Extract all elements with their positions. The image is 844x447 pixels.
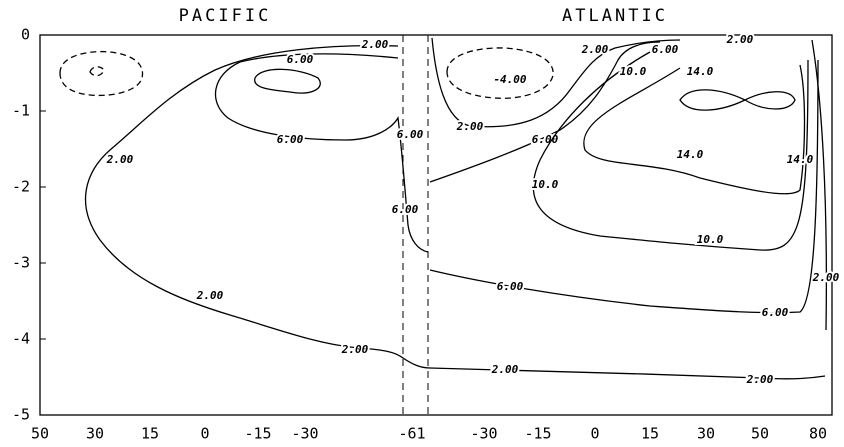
- contour-line: [254, 68, 321, 94]
- x-tick-label: 30: [86, 425, 104, 443]
- contour-line: [679, 89, 796, 111]
- contour-label: 14.0: [787, 153, 814, 166]
- contour-line: [429, 59, 819, 314]
- contour-line: [429, 41, 661, 183]
- contour-label: 6.00: [397, 128, 424, 141]
- contour-label: 6.00: [287, 53, 314, 66]
- y-tick-label: -3: [12, 254, 30, 272]
- x-tick-label: -30: [470, 425, 497, 443]
- y-tick-label: -1: [12, 102, 30, 120]
- contour-label: 10.0: [532, 178, 559, 191]
- contour-label: 2.00: [581, 43, 609, 56]
- y-tick-label: -5: [12, 406, 30, 424]
- contour-line: [431, 37, 681, 128]
- basin-label: ATLANTIC: [562, 6, 668, 26]
- contour-line: [84, 45, 826, 380]
- x-tick-label: 15: [641, 425, 659, 443]
- x-tick-label: 80: [809, 425, 827, 443]
- y-tick-label: -2: [12, 178, 30, 196]
- contour-line: [583, 64, 806, 195]
- contour-line: [811, 39, 828, 331]
- x-tick-label: -15: [244, 425, 271, 443]
- contour-label: 10.0: [697, 233, 724, 246]
- x-tick-label: -15: [524, 425, 551, 443]
- contour-label: 14.0: [687, 65, 714, 78]
- contour-label: 2.00: [361, 38, 389, 51]
- x-tick-label: -30: [291, 425, 318, 443]
- basin-label: PACIFIC: [179, 6, 272, 26]
- contour-label: 14.0: [677, 148, 704, 161]
- contour-label: 2.00: [726, 33, 754, 46]
- contour-label: 2.00: [812, 271, 840, 284]
- contour-label: 2.00: [491, 363, 519, 376]
- contour-line: [89, 66, 105, 77]
- contour-label: 2.00: [746, 373, 774, 386]
- contour-line: [446, 47, 554, 99]
- contour-label: -4.00: [493, 73, 526, 86]
- y-tick-label: 0: [21, 26, 30, 44]
- x-tick-label: -61: [398, 425, 425, 443]
- contour-label: 6.00: [652, 43, 679, 56]
- contour-label: 2.00: [196, 289, 224, 302]
- contour-label: 10.0: [620, 65, 647, 78]
- plot-frame: [39, 34, 833, 416]
- contour-label: 6.00: [532, 133, 559, 146]
- contour-label: 2.00: [106, 153, 134, 166]
- contour-label: 6.00: [277, 133, 304, 146]
- x-tick-label: 0: [200, 425, 209, 443]
- x-tick-label: 50: [31, 425, 49, 443]
- y-tick-label: -4: [12, 330, 30, 348]
- contour-line: [214, 53, 429, 253]
- x-tick-label: 50: [751, 425, 769, 443]
- contour-label: 6.00: [762, 306, 789, 319]
- x-tick-label: 0: [590, 425, 599, 443]
- contour-label: 6.00: [392, 203, 419, 216]
- contour-label: 2.00: [456, 120, 484, 133]
- contour-label: 6.00: [497, 280, 524, 293]
- contour-line: [532, 51, 809, 251]
- x-tick-label: 30: [697, 425, 715, 443]
- x-tick-label: 15: [141, 425, 159, 443]
- contour-label: 2.00: [341, 343, 369, 356]
